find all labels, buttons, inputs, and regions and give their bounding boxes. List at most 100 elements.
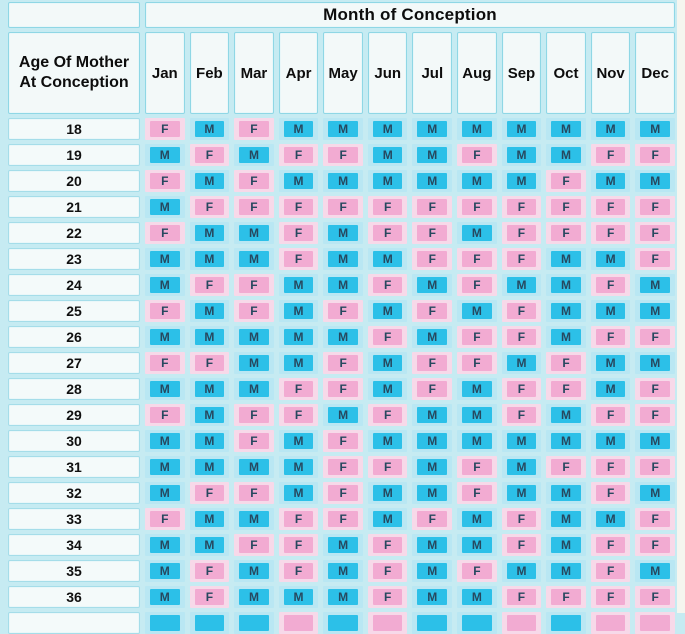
gender-cell: F: [635, 378, 675, 400]
gender-cell: F: [323, 456, 363, 478]
cutoff-row-cell: [189, 612, 230, 634]
gender-cell: F: [278, 560, 319, 582]
gender-chip: M: [150, 563, 180, 579]
gender-cell: F: [145, 118, 185, 140]
gender-chip: M: [506, 121, 537, 137]
month-header: Jul: [412, 32, 453, 114]
gender-cell: F: [457, 248, 497, 270]
gender-cell: M: [145, 248, 185, 270]
gender-chip: M: [417, 459, 448, 475]
gender-cell: M: [367, 118, 408, 140]
gender-chip: F: [239, 199, 269, 215]
gender-cell: M: [546, 274, 586, 296]
gender-cell: F: [501, 326, 542, 348]
gender-cell: F: [278, 196, 319, 218]
gender-chip: M: [283, 329, 314, 345]
age-cell: 18: [8, 118, 140, 140]
gender-cell: F: [546, 222, 586, 244]
gender-cell: M: [189, 170, 230, 192]
gender-cell: F: [234, 118, 274, 140]
gender-cell: M: [189, 326, 230, 348]
gender-chip: M: [283, 121, 314, 137]
gender-chip: F: [372, 459, 403, 475]
gender-cell: F: [412, 508, 453, 530]
gender-cell: M: [457, 508, 497, 530]
gender-chip: M: [417, 147, 448, 163]
gender-chip: M: [551, 329, 581, 345]
gender-cell: F: [189, 560, 230, 582]
gender-cell: M: [145, 456, 185, 478]
gender-chip: M: [239, 563, 269, 579]
gender-chip: [595, 615, 626, 631]
gender-cell: F: [278, 378, 319, 400]
gender-chip: M: [595, 381, 626, 397]
gender-chip: M: [551, 147, 581, 163]
gender-chip: [239, 615, 269, 631]
age-cell: 27: [8, 352, 140, 374]
gender-cell: F: [189, 144, 230, 166]
gender-cell: F: [635, 196, 675, 218]
age-cell: 31: [8, 456, 140, 478]
gender-cell: M: [501, 144, 542, 166]
gender-cell: M: [635, 352, 675, 374]
gender-chip: M: [372, 485, 403, 501]
age-cell: 34: [8, 534, 140, 556]
gender-cell: F: [278, 144, 319, 166]
gender-chip: F: [462, 563, 492, 579]
gender-cell: M: [278, 118, 319, 140]
gender-chip: F: [506, 511, 537, 527]
gender-chip: F: [328, 511, 358, 527]
gender-chip: M: [417, 537, 448, 553]
gender-chip: M: [239, 459, 269, 475]
gender-chip: M: [150, 199, 180, 215]
conception-chart-table: Month of Conception Age Of Mother At Con…: [8, 2, 675, 634]
gender-chip: [640, 615, 670, 631]
gender-cell: F: [501, 404, 542, 426]
gender-chip: M: [283, 303, 314, 319]
gender-cell: M: [367, 144, 408, 166]
gender-chip: M: [328, 225, 358, 241]
gender-cell: F: [457, 196, 497, 218]
gender-chip: F: [372, 329, 403, 345]
gender-chip: M: [640, 277, 670, 293]
gender-cell: F: [501, 196, 542, 218]
gender-cell: F: [189, 352, 230, 374]
gender-cell: M: [278, 482, 319, 504]
gender-chip: M: [283, 433, 314, 449]
gender-chip: M: [506, 355, 537, 371]
gender-chip: F: [239, 537, 269, 553]
gender-chip: M: [194, 173, 225, 189]
gender-cell: M: [323, 222, 363, 244]
gender-chip: F: [372, 563, 403, 579]
age-cell: 32: [8, 482, 140, 504]
gender-chip: F: [595, 147, 626, 163]
gender-cell: M: [323, 326, 363, 348]
gender-chip: F: [640, 459, 670, 475]
gender-chip: F: [150, 225, 180, 241]
gender-cell: F: [189, 196, 230, 218]
age-cell: 29: [8, 404, 140, 426]
gender-cell: M: [546, 430, 586, 452]
gender-cell: F: [234, 482, 274, 504]
gender-chip: M: [194, 251, 225, 267]
gender-chip: F: [595, 459, 626, 475]
gender-cell: M: [501, 118, 542, 140]
gender-chip: M: [506, 277, 537, 293]
gender-cell: F: [546, 456, 586, 478]
gender-chip: F: [239, 173, 269, 189]
gender-chip: F: [506, 303, 537, 319]
gender-chip: M: [150, 589, 180, 605]
gender-chip: F: [462, 147, 492, 163]
gender-cell: M: [189, 222, 230, 244]
gender-cell: F: [278, 404, 319, 426]
gender-cell: F: [367, 456, 408, 478]
gender-cell: F: [412, 300, 453, 322]
gender-chip: M: [640, 563, 670, 579]
gender-chip: M: [194, 303, 225, 319]
gender-chip: M: [150, 329, 180, 345]
gender-cell: F: [189, 482, 230, 504]
gender-cell: M: [590, 300, 631, 322]
gender-chip: M: [551, 303, 581, 319]
gender-chip: F: [595, 563, 626, 579]
gender-chip: F: [551, 459, 581, 475]
